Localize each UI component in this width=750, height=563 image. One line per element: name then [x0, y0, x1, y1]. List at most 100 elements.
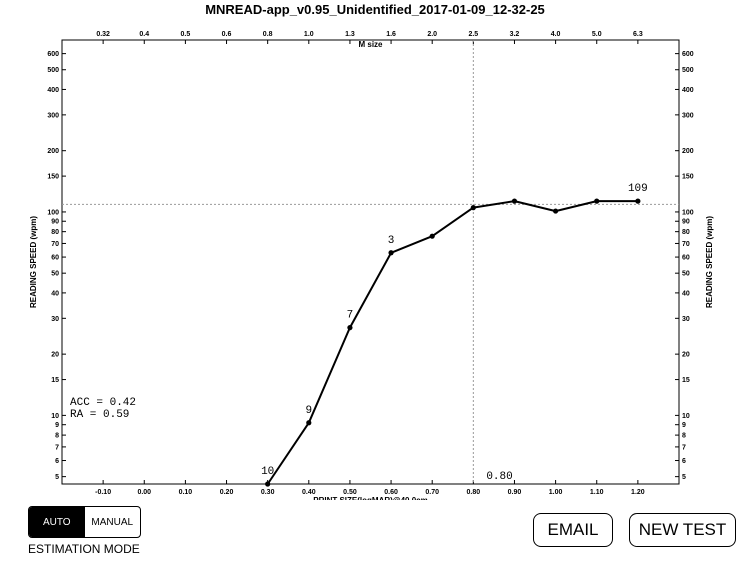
y-tick-label: 150 — [47, 174, 59, 181]
y-tick-label: 5 — [55, 474, 59, 481]
y-tick-label-right: 70 — [682, 241, 690, 248]
y-tick-label-right: 200 — [682, 148, 694, 155]
x-tick-label: 0.70 — [425, 489, 439, 496]
y-tick-label-right: 60 — [682, 255, 690, 262]
point-label: 7 — [347, 310, 354, 322]
y-tick-label-right: 9 — [682, 422, 686, 429]
y-tick-label: 300 — [47, 112, 59, 119]
y-tick-label: 400 — [47, 87, 59, 94]
top-tick-label: 0.4 — [139, 31, 149, 38]
y-tick-label-right: 400 — [682, 87, 694, 94]
data-point — [470, 205, 476, 211]
critical-print-size-label: 0.80 — [486, 471, 512, 483]
point-label: 3 — [388, 235, 395, 247]
top-tick-label: 0.6 — [222, 31, 232, 38]
x-tick-label: 0.00 — [137, 489, 151, 496]
top-tick-label: 0.8 — [263, 31, 273, 38]
y-axis-label: READING SPEED (wpm) — [29, 216, 38, 308]
top-axis-label: M size — [358, 40, 383, 49]
y-tick-label: 30 — [51, 316, 59, 323]
top-tick-label: 2.0 — [427, 31, 437, 38]
reading-speed-chart: -0.10 0.32 0.00 0.4 0.10 0.5 0.20 0.6 0.30 0.8 0.4… — [29, 31, 714, 500]
x-tick-label: 0.60 — [384, 489, 398, 496]
ra-stat: RA = 0.59 — [70, 409, 129, 421]
top-tick-label: 3.2 — [510, 31, 520, 38]
manual-mode-button[interactable]: MANUAL — [91, 516, 134, 528]
point-label: 10 — [261, 466, 274, 478]
x-tick-label: 0.10 — [179, 489, 193, 496]
data-point — [265, 481, 271, 487]
x-tick-label: 0.80 — [467, 489, 481, 496]
top-tick-label: 0.32 — [96, 31, 110, 38]
data-point — [306, 420, 312, 426]
y-tick-label-right: 500 — [682, 67, 694, 74]
data-point — [511, 198, 518, 204]
y-tick-label: 80 — [51, 229, 59, 236]
data-point — [594, 198, 600, 204]
x-tick-label: 0.90 — [508, 489, 522, 496]
y-tick-label: 90 — [51, 219, 59, 226]
top-tick-label: 5.0 — [592, 31, 602, 38]
email-button[interactable]: EMAIL — [533, 513, 613, 547]
data-point — [429, 233, 435, 239]
x-tick-label: 1.00 — [549, 489, 563, 496]
estimation-mode-toggle[interactable]: AUTO MANUAL — [28, 506, 141, 538]
top-tick-label: 2.5 — [468, 31, 478, 38]
y-tick-label: 200 — [47, 148, 59, 155]
y-tick-label: 10 — [51, 413, 59, 420]
top-tick-label: 1.0 — [304, 31, 314, 38]
data-point — [388, 250, 394, 256]
y-tick-label-right: 30 — [682, 316, 690, 323]
x-tick-label: -0.10 — [95, 489, 111, 496]
y-tick-label: 40 — [51, 290, 59, 297]
y-tick-label-right: 5 — [682, 474, 686, 481]
y-tick-label-right: 90 — [682, 219, 690, 226]
x-axis-label: PRINT SIZE(logMAR)@40.0cm — [313, 496, 427, 500]
top-tick-label: 1.3 — [345, 31, 355, 38]
y-tick-label: 600 — [47, 51, 59, 58]
plot-frame — [61, 39, 680, 485]
y-tick-label: 15 — [51, 377, 59, 384]
top-tick-label: 1.6 — [386, 31, 396, 38]
data-point — [347, 325, 353, 331]
top-tick-label: 6.3 — [633, 31, 643, 38]
y-tick-label: 9 — [55, 422, 59, 429]
x-tick-label: 1.20 — [631, 489, 645, 496]
acc-stat: ACC = 0.42 — [70, 397, 136, 409]
y-tick-label: 8 — [55, 433, 59, 440]
x-tick-label: 0.20 — [220, 489, 234, 496]
y-tick-label-right: 8 — [682, 433, 686, 440]
y-tick-label-right: 6 — [682, 458, 686, 465]
data-point — [553, 208, 559, 214]
point-label: 109 — [628, 183, 648, 195]
x-tick-label: 1.10 — [590, 489, 604, 496]
y-tick-label-right: 100 — [682, 209, 694, 216]
auto-mode-button[interactable]: AUTO — [29, 507, 85, 537]
y-tick-label: 100 — [47, 209, 59, 216]
y-tick-label: 60 — [51, 255, 59, 262]
y-tick-label: 70 — [51, 241, 59, 248]
top-tick-label: 4.0 — [551, 31, 561, 38]
x-tick-label: 0.50 — [343, 489, 357, 496]
y-tick-label-right: 150 — [682, 174, 694, 181]
new-test-button[interactable]: NEW TEST — [629, 513, 736, 547]
y-tick-label-right: 40 — [682, 290, 690, 297]
y-axis-label-right: READING SPEED (wpm) — [705, 216, 714, 308]
point-label: 9 — [305, 405, 312, 417]
series-line — [266, 200, 638, 485]
y-tick-label-right: 80 — [682, 229, 690, 236]
x-tick-label: 0.40 — [302, 489, 316, 496]
top-tick-label: 0.5 — [181, 31, 191, 38]
y-tick-label: 500 — [47, 67, 59, 74]
y-tick-label: 50 — [51, 271, 59, 278]
y-tick-label-right: 600 — [682, 51, 694, 58]
chart-title: MNREAD-app_v0.95_Unidentified_2017-01-09… — [205, 2, 545, 17]
y-tick-label-right: 15 — [682, 377, 690, 384]
y-tick-label-right: 300 — [682, 112, 694, 119]
data-point — [635, 198, 641, 204]
y-tick-label: 20 — [51, 352, 59, 359]
y-tick-label-right: 50 — [682, 271, 690, 278]
y-tick-label-right: 7 — [682, 444, 686, 451]
y-tick-label-right: 20 — [682, 352, 690, 359]
y-tick-label: 6 — [55, 458, 59, 465]
